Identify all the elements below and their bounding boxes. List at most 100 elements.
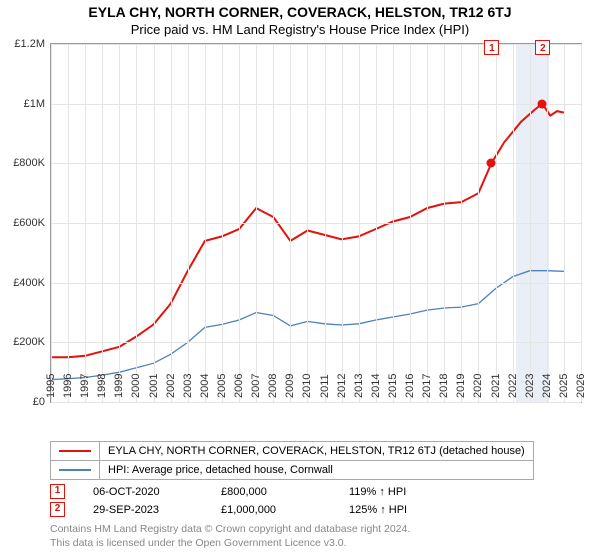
- gridline-v: [376, 44, 377, 402]
- gridline-v: [222, 44, 223, 402]
- gridline-h: [51, 342, 581, 343]
- x-axis-label: 2013: [353, 374, 365, 402]
- sale-marker: 2: [50, 502, 65, 517]
- sale-date: 06-OCT-2020: [93, 486, 193, 498]
- gridline-v: [68, 44, 69, 402]
- gridline-v: [51, 44, 52, 402]
- chart-title: EYLA CHY, NORTH CORNER, COVERACK, HELSTO…: [0, 0, 600, 20]
- x-axis-label: 2019: [455, 374, 467, 402]
- gridline-v: [513, 44, 514, 402]
- y-axis-label: £200K: [13, 336, 51, 348]
- gridline-v: [581, 44, 582, 402]
- gridline-v: [205, 44, 206, 402]
- x-axis-label: 2014: [370, 374, 382, 402]
- x-axis-label: 2021: [490, 374, 502, 402]
- gridline-v: [188, 44, 189, 402]
- x-axis-label: 2018: [438, 374, 450, 402]
- footer-line-1: Contains HM Land Registry data © Crown c…: [50, 523, 550, 537]
- gridline-v: [171, 44, 172, 402]
- x-axis-label: 2010: [301, 374, 313, 402]
- gridline-v: [496, 44, 497, 402]
- legend-swatch-price: [59, 450, 91, 452]
- footer-text: Contains HM Land Registry data © Crown c…: [50, 523, 550, 550]
- gridline-h: [51, 402, 581, 403]
- gridline-h: [51, 283, 581, 284]
- chart-subtitle: Price paid vs. HM Land Registry's House …: [0, 20, 600, 43]
- x-axis-label: 1997: [79, 374, 91, 402]
- legend-label-hpi: HPI: Average price, detached house, Corn…: [100, 461, 534, 480]
- gridline-v: [307, 44, 308, 402]
- x-axis-label: 2020: [472, 374, 484, 402]
- sale-pct: 119% ↑ HPI: [349, 486, 406, 498]
- gridline-v: [547, 44, 548, 402]
- y-axis-label: £800K: [13, 157, 51, 169]
- gridline-v: [102, 44, 103, 402]
- sale-price: £800,000: [221, 486, 321, 498]
- sale-pct: 125% ↑ HPI: [349, 504, 407, 516]
- gridline-v: [325, 44, 326, 402]
- gridline-v: [461, 44, 462, 402]
- x-axis-label: 2003: [182, 374, 194, 402]
- gridline-v: [427, 44, 428, 402]
- gridline-h: [51, 223, 581, 224]
- y-axis-label: £1M: [24, 98, 51, 110]
- marker-label: 2: [535, 40, 550, 55]
- legend-table: EYLA CHY, NORTH CORNER, COVERACK, HELSTO…: [50, 441, 534, 480]
- gridline-v: [290, 44, 291, 402]
- x-axis-label: 2022: [507, 374, 519, 402]
- x-axis-label: 2017: [421, 374, 433, 402]
- gridline-h: [51, 104, 581, 105]
- gridline-h: [51, 44, 581, 45]
- x-axis-label: 2024: [541, 374, 553, 402]
- gridline-v: [410, 44, 411, 402]
- sale-date: 29-SEP-2023: [93, 504, 193, 516]
- gridline-v: [342, 44, 343, 402]
- gridline-v: [85, 44, 86, 402]
- x-axis-label: 2025: [558, 374, 570, 402]
- y-axis-label: £400K: [13, 277, 51, 289]
- x-axis-label: 2015: [387, 374, 399, 402]
- gridline-v: [119, 44, 120, 402]
- x-axis-label: 1996: [62, 374, 74, 402]
- x-axis-label: 2005: [216, 374, 228, 402]
- gridline-h: [51, 163, 581, 164]
- footer-line-2: This data is licensed under the Open Gov…: [50, 537, 550, 551]
- x-axis-label: 2001: [148, 374, 160, 402]
- gridline-v: [393, 44, 394, 402]
- chart-plot-area: £0£200K£400K£600K£800K£1M£1.2M1995199619…: [50, 43, 582, 403]
- gridline-v: [239, 44, 240, 402]
- y-axis-label: £600K: [13, 217, 51, 229]
- sale-row: 1 06-OCT-2020 £800,000 119% ↑ HPI: [50, 484, 550, 499]
- gridline-v: [564, 44, 565, 402]
- marker-label: 1: [484, 40, 499, 55]
- gridline-v: [478, 44, 479, 402]
- x-axis-label: 2006: [233, 374, 245, 402]
- x-axis-label: 2026: [575, 374, 587, 402]
- gridline-v: [136, 44, 137, 402]
- sales-list: 1 06-OCT-2020 £800,000 119% ↑ HPI 2 29-SEP-20…: [0, 484, 600, 517]
- x-axis-label: 2023: [524, 374, 536, 402]
- x-axis-label: 1995: [45, 374, 57, 402]
- x-axis-label: 2008: [267, 374, 279, 402]
- x-axis-label: 2012: [336, 374, 348, 402]
- x-axis-label: 2004: [199, 374, 211, 402]
- sale-marker: 1: [50, 484, 65, 499]
- x-axis-label: 1998: [96, 374, 108, 402]
- x-axis-label: 2011: [319, 374, 331, 402]
- sale-price: £1,000,000: [221, 504, 321, 516]
- x-axis-label: 2009: [284, 374, 296, 402]
- gridline-v: [273, 44, 274, 402]
- marker-point: [538, 99, 547, 108]
- sale-row: 2 29-SEP-2023 £1,000,000 125% ↑ HPI: [50, 502, 550, 517]
- x-axis-label: 2002: [165, 374, 177, 402]
- gridline-v: [256, 44, 257, 402]
- legend-swatch-hpi: [59, 469, 91, 470]
- gridline-v: [444, 44, 445, 402]
- gridline-v: [530, 44, 531, 402]
- marker-point: [487, 159, 496, 168]
- x-axis-label: 1999: [113, 374, 125, 402]
- x-axis-label: 2000: [130, 374, 142, 402]
- x-axis-label: 2007: [250, 374, 262, 402]
- x-axis-label: 2016: [404, 374, 416, 402]
- legend-label-price: EYLA CHY, NORTH CORNER, COVERACK, HELSTO…: [100, 442, 534, 461]
